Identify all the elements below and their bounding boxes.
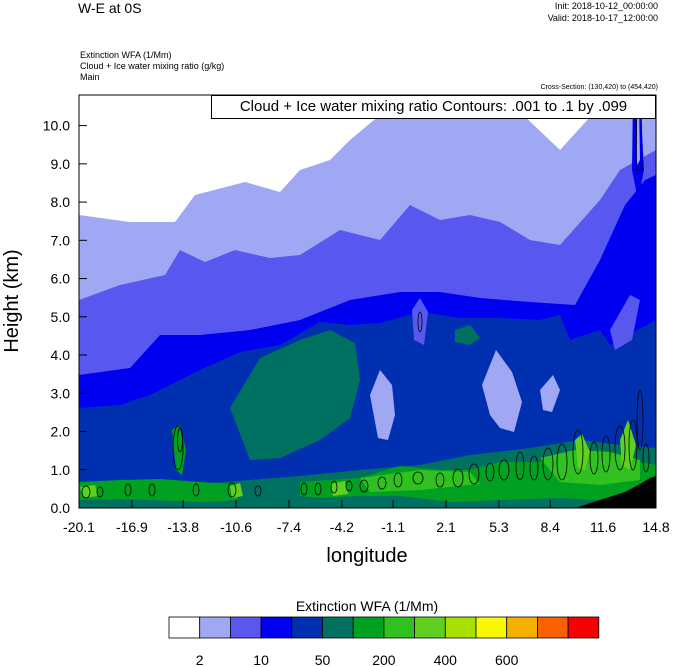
colorbar-tick-label: 600 [495, 652, 519, 667]
colorbar-tick-label: 400 [434, 652, 458, 667]
plot-title: W-E at 0S [78, 0, 142, 16]
x-tick-label: 2.1 [436, 519, 456, 535]
colorbar-swatch [506, 616, 538, 639]
x-tick-label: -7.4 [277, 519, 301, 535]
contour-info-box: Cloud + Ice water mixing ratio Contours:… [211, 95, 656, 119]
y-tick-label: 5.0 [51, 309, 71, 325]
y-tick-label: 10.0 [43, 118, 70, 134]
x-tick-label: 5.3 [489, 519, 509, 535]
colorbar-swatch [260, 616, 293, 639]
colorbar-tick-label: 50 [315, 652, 331, 667]
heatmap-field [79, 95, 656, 508]
colorbar-label: Extinction WFA (1/Mm) [296, 598, 438, 614]
field-label-cloud-ice: Cloud + Ice water mixing ratio (g/kg) [80, 61, 225, 71]
colorbar-swatch [168, 616, 201, 639]
y-axis-label: Height (km) [1, 249, 23, 352]
y-tick-label: 9.0 [51, 156, 71, 172]
colorbar-tick-label: 200 [372, 652, 396, 667]
colorbar-swatch [414, 616, 446, 639]
colorbar-swatch [444, 616, 477, 639]
x-tick-label: -1.1 [381, 519, 405, 535]
y-tick-label: 8.0 [51, 194, 71, 210]
x-tick-label: -20.1 [63, 519, 95, 535]
colorbar-tick-label: 2 [196, 652, 204, 667]
axis-ticks: -20.1 -16.9 -13.8 -10.6 -7.4 -4.2 -1.1 2.1 5.3 8.… [1, 118, 670, 567]
x-tick-label: 11.6 [590, 519, 616, 535]
x-tick-label: -4.2 [330, 519, 354, 535]
y-tick-label: 4.0 [51, 347, 71, 363]
colorbar-swatch [352, 616, 385, 639]
valid-time: Valid: 2018-10-17_12:00:00 [547, 13, 658, 23]
field-label-main: Main [80, 72, 100, 82]
x-axis-label: longitude [326, 545, 407, 567]
x-tick-label: 8.4 [540, 519, 560, 535]
field-label-extinction: Extinction WFA (1/Mm) [80, 50, 172, 60]
y-tick-label: 7.0 [51, 232, 71, 248]
contour-lines [81, 97, 650, 499]
colorbar-swatch [229, 616, 262, 639]
x-tick-label: -16.9 [116, 519, 148, 535]
y-tick-label: 3.0 [51, 385, 71, 401]
colorbar-swatch [199, 616, 231, 639]
colorbar-swatch [567, 616, 600, 639]
y-tick-label: 0.0 [51, 500, 71, 516]
x-tick-label: -13.8 [167, 519, 199, 535]
x-tick-label: -10.6 [220, 519, 252, 535]
y-tick-label: 1.0 [51, 462, 71, 478]
colorbar-swatch [475, 616, 508, 639]
colorbar-swatch [383, 616, 415, 639]
y-tick-label: 6.0 [51, 271, 71, 287]
colorbar-swatch [537, 616, 569, 639]
colorbar: Extinction WFA (1/Mm) 2 10 50 200 400 600 [168, 598, 600, 667]
cross-section-label: Cross-Section: (130,420) to (454,420) [540, 84, 658, 91]
colorbar-tick-label: 10 [253, 652, 269, 667]
colorbar-swatch [291, 616, 323, 639]
x-tick-label: 14.8 [642, 519, 669, 535]
y-tick-label: 2.0 [51, 424, 71, 440]
init-time: Init: 2018-10-12_00:00:00 [554, 1, 658, 11]
colorbar-swatch [322, 616, 354, 639]
